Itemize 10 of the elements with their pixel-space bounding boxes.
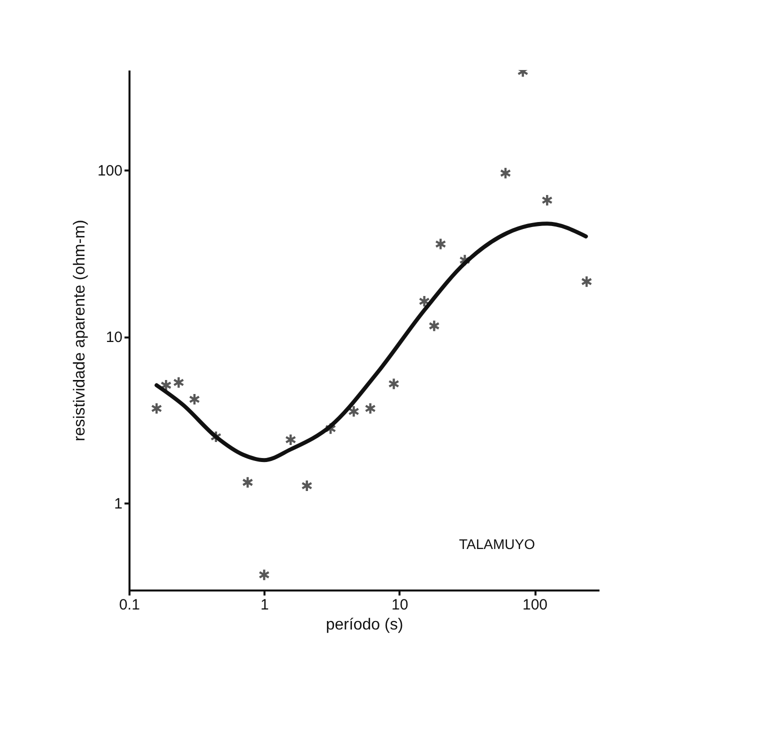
y-axis-title: resistividade aparente (ohm-m) (71, 220, 88, 442)
y-tick-label: 100 (97, 162, 122, 180)
y-tick-label: 10 (106, 329, 122, 346)
y-tick-label: 1 (114, 495, 122, 512)
annotation: TALAMUYO (459, 536, 536, 552)
x-tick-label: 10 (391, 596, 408, 614)
x-tick-label: 1 (260, 596, 269, 614)
x-tick-label: 0.1 (119, 596, 140, 614)
x-axis-title: período (s) (326, 616, 404, 634)
x-tick-label: 100 (522, 596, 548, 614)
